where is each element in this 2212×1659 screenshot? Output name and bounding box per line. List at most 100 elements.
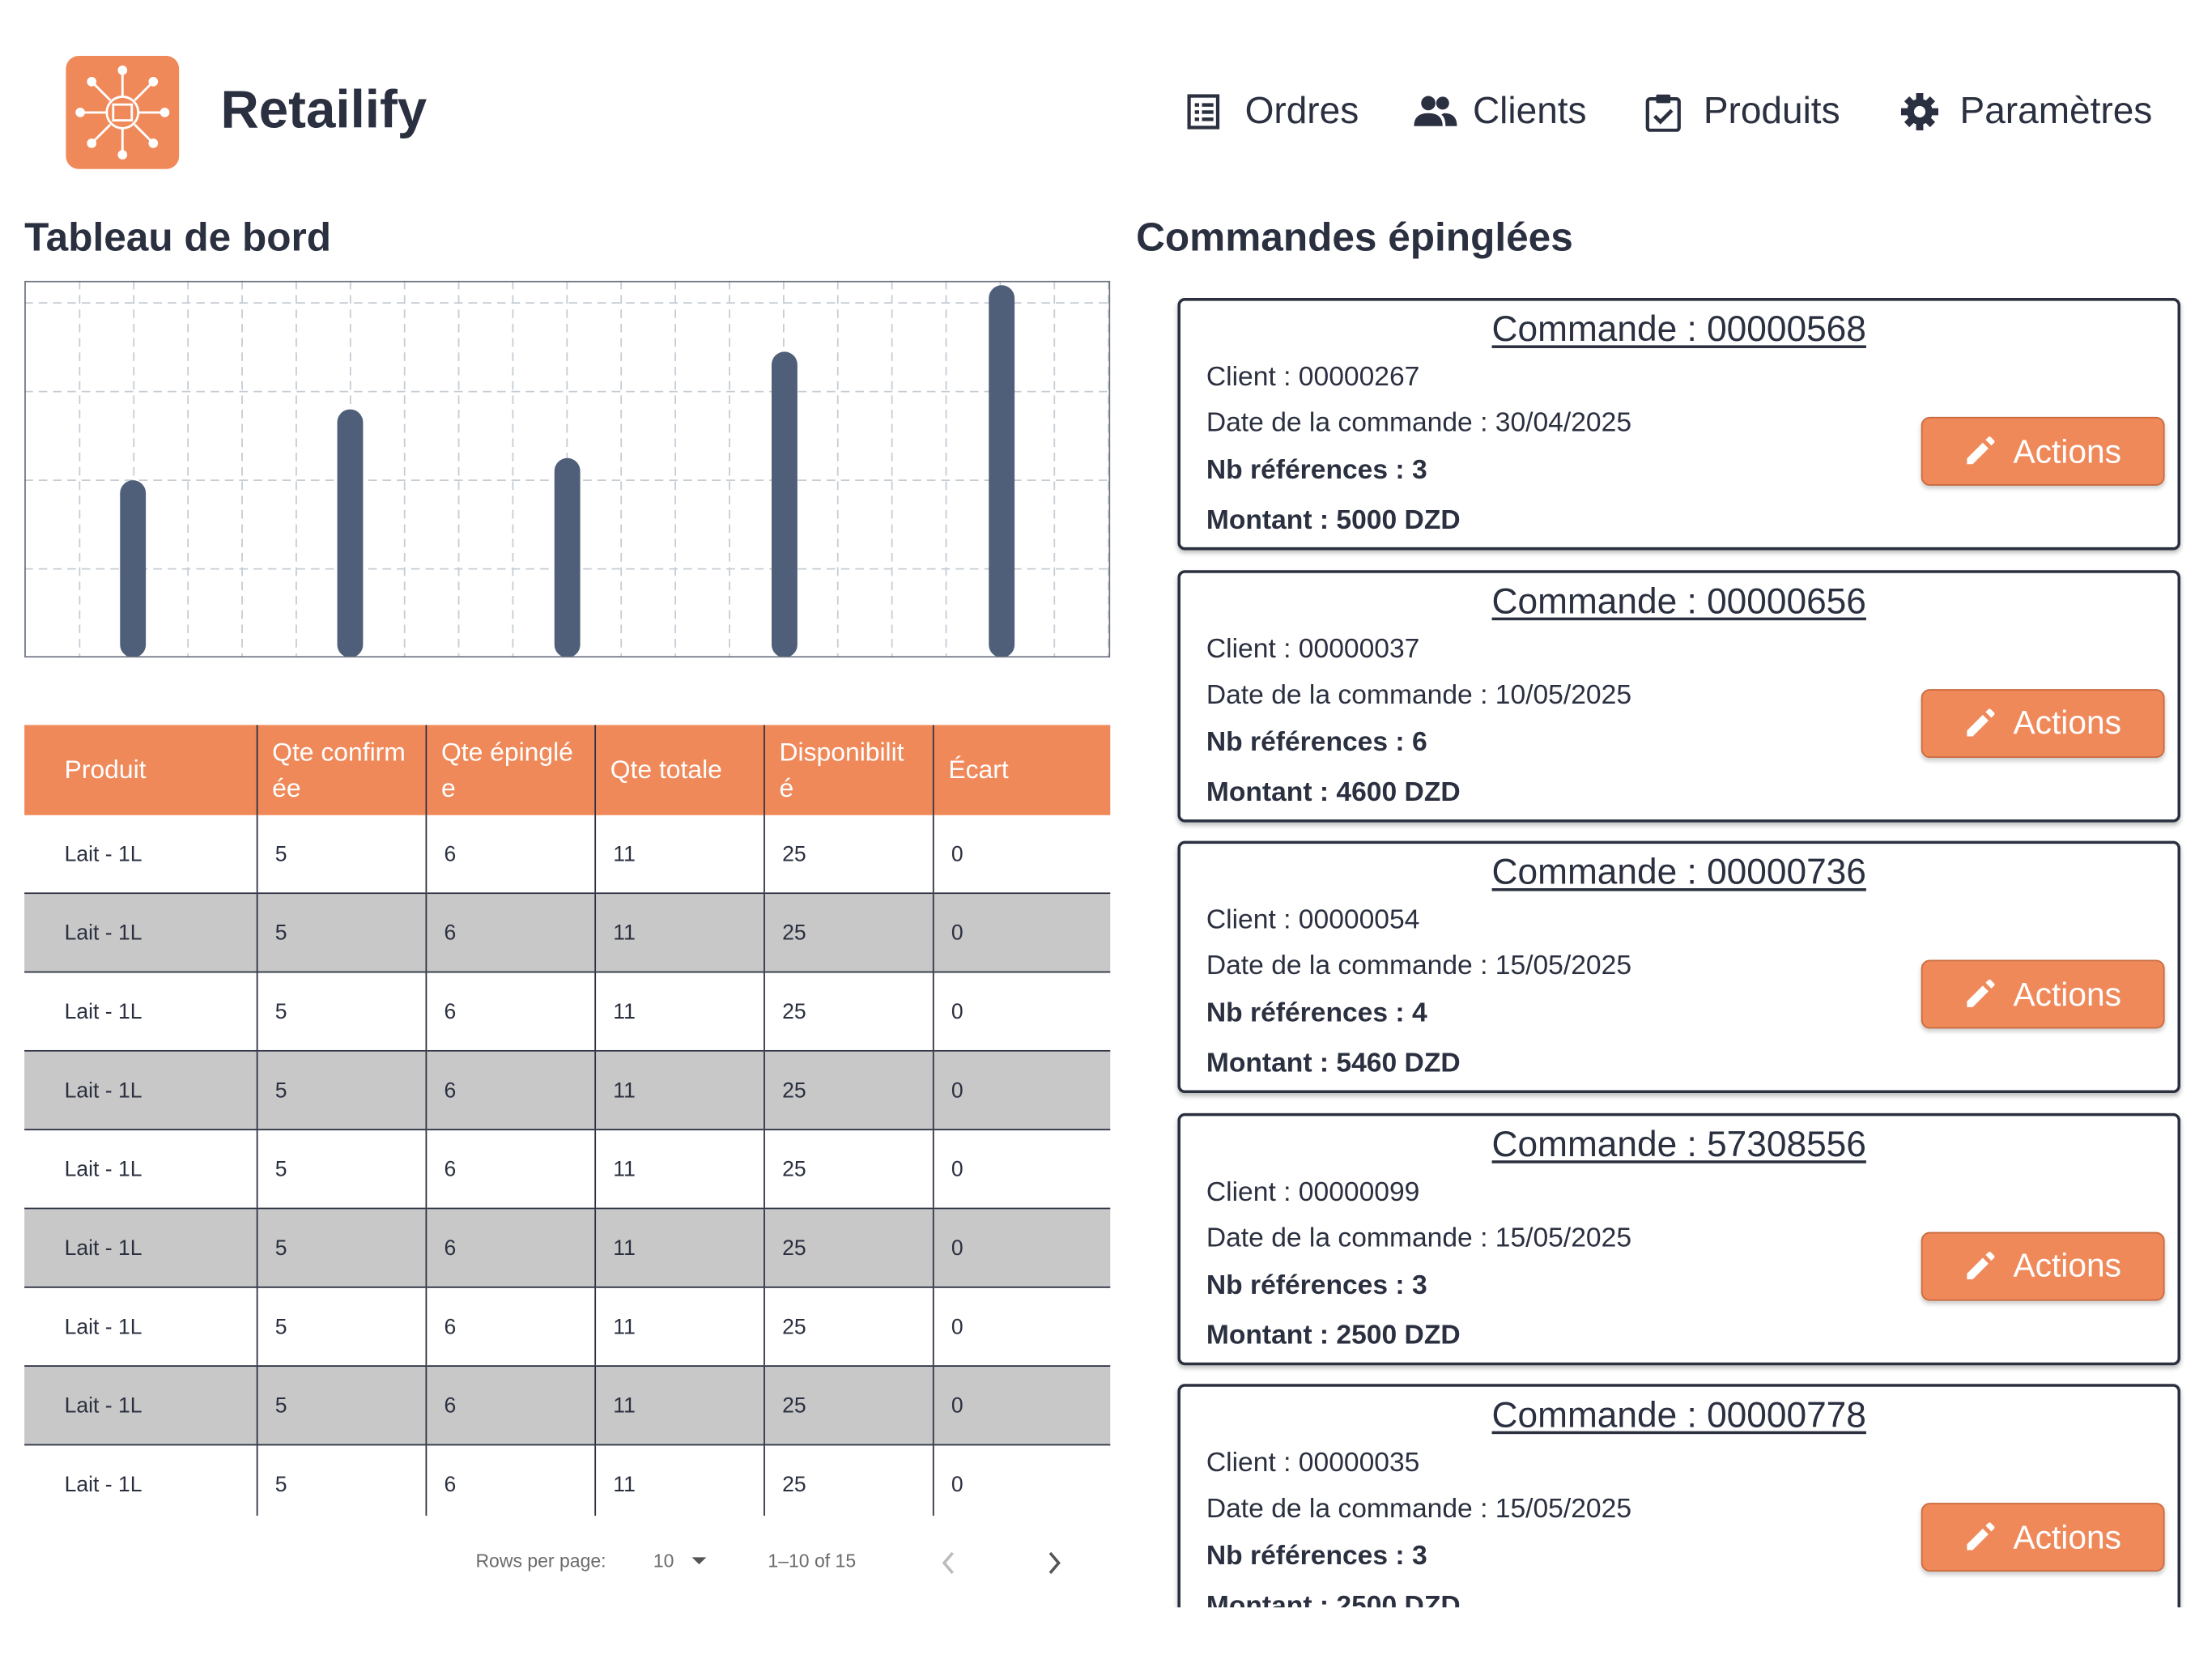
- actions-button[interactable]: Actions: [1921, 959, 2165, 1029]
- bar: [120, 480, 147, 658]
- table-row: Lait - 1L 5 6 11 25 0: [24, 1366, 1111, 1446]
- actions-label: Actions: [2013, 1517, 2121, 1555]
- order-date: Date de la commande : 15/05/2025: [1206, 1223, 1632, 1253]
- nav-label: Paramètres: [1959, 88, 2153, 132]
- nav-item[interactable]: Ordres: [1185, 89, 1359, 134]
- order-date: Date de la commande : 30/04/2025: [1206, 408, 1632, 439]
- bar: [337, 409, 364, 658]
- table-row: Lait - 1L 5 6 11 25 0: [24, 893, 1111, 973]
- section-title: Commandes épinglées: [1136, 215, 1573, 260]
- order-card: Commande : 57308556 Client : 00000099 Date…: [1177, 1112, 2181, 1365]
- table-cell: 5: [256, 815, 427, 895]
- order-amount: Montant : 2500 DZD: [1206, 1591, 1461, 1608]
- actions-button[interactable]: Actions: [1921, 688, 2165, 758]
- order-client: Client : 00000099: [1206, 1176, 1420, 1207]
- table-cell: 6: [425, 972, 596, 1052]
- table-cell: 25: [764, 1366, 934, 1446]
- nav-icon: [1187, 93, 1220, 129]
- table-cell: 11: [594, 1129, 764, 1210]
- table-cell: 25: [764, 1129, 934, 1210]
- order-card: Commande : 00000656 Client : 00000037 Date…: [1177, 569, 2181, 822]
- order-title[interactable]: Commande : 57308556: [1491, 1124, 1866, 1164]
- table-cell: 0: [932, 815, 1111, 895]
- table-cell: 6: [425, 815, 596, 895]
- order-references: Nb références : 3: [1206, 1541, 1427, 1572]
- table-row: Lait - 1L 5 6 11 25 0: [24, 972, 1111, 1052]
- table-cell: 25: [764, 1287, 934, 1368]
- table-cell: 5: [256, 1287, 427, 1368]
- nav-icon: [1414, 95, 1457, 125]
- nav-icon: [1900, 92, 1938, 130]
- pagination-range: 1–10 of 15: [768, 1550, 857, 1572]
- table-container: Produit Qte confirmée Qte épinglée Qte tota…: [24, 725, 1111, 1516]
- table-body: Lait - 1L 5 6 11 25 0 Lait - 1L 5 6 11 25 0 Lait - 1…: [24, 815, 1111, 1516]
- table-cell: 25: [764, 1050, 934, 1131]
- order-title[interactable]: Commande : 00000778: [1491, 1395, 1866, 1436]
- order-client: Client : 00000035: [1206, 1448, 1420, 1479]
- order-amount: Montant : 2500 DZD: [1206, 1320, 1461, 1351]
- logo-icon: [75, 65, 170, 160]
- nav-label: Clients: [1472, 88, 1587, 132]
- nav-label: Produits: [1703, 88, 1840, 132]
- pinned-orders: Commande : 00000568 Client : 00000267 Date…: [1168, 287, 2199, 1608]
- column-header: Écart: [932, 725, 1111, 815]
- table-cell: 6: [425, 1287, 596, 1368]
- table-cell: 25: [764, 1208, 934, 1288]
- table-cell: 6: [425, 1050, 596, 1131]
- table-cell: 0: [932, 1050, 1111, 1131]
- column-header: Disponibilité: [764, 725, 934, 815]
- table-cell: 5: [256, 972, 427, 1052]
- column-header: Qte épinglée: [425, 725, 596, 815]
- table-cell: Lait - 1L: [24, 893, 257, 973]
- order-card: Commande : 00000736 Client : 00000054 Date…: [1177, 840, 2181, 1094]
- rows-per-page-select[interactable]: 10: [653, 1550, 708, 1572]
- table-cell: 25: [764, 1444, 934, 1516]
- previous-page[interactable]: [934, 1547, 963, 1579]
- table-cell: 5: [256, 1366, 427, 1446]
- order-references: Nb références : 6: [1206, 726, 1427, 758]
- order-references: Nb références : 3: [1206, 455, 1427, 486]
- order-title[interactable]: Commande : 00000568: [1491, 309, 1866, 350]
- column-header: Qte totale: [594, 725, 764, 815]
- table-cell: 11: [594, 893, 764, 973]
- edit-icon: [1967, 436, 1995, 465]
- table-cell: 25: [764, 972, 934, 1052]
- table-cell: Lait - 1L: [24, 1287, 257, 1368]
- table-cell: 11: [594, 1444, 764, 1516]
- table-cell: 0: [932, 1287, 1111, 1368]
- bar: [771, 351, 798, 658]
- table-cell: Lait - 1L: [24, 972, 257, 1052]
- logo[interactable]: [66, 56, 180, 169]
- column-header: Produit: [24, 725, 257, 815]
- table-row: Lait - 1L 5 6 11 25 0: [24, 815, 1111, 895]
- table-row: Lait - 1L 5 6 11 25 0: [24, 1287, 1111, 1368]
- order-amount: Montant : 5000 DZD: [1206, 505, 1461, 536]
- order-references: Nb références : 4: [1206, 998, 1427, 1029]
- table-cell: 5: [256, 1444, 427, 1516]
- chart-border: [24, 280, 1111, 658]
- order-title[interactable]: Commande : 00000736: [1491, 852, 1866, 893]
- actions-label: Actions: [2013, 975, 2121, 1013]
- nav-item[interactable]: Produits: [1644, 89, 1840, 134]
- column-header: Qte confirmée: [256, 725, 427, 815]
- actions-label: Actions: [2013, 432, 2121, 470]
- table-cell: 5: [256, 1129, 427, 1210]
- table-cell: 6: [425, 1366, 596, 1446]
- order-title[interactable]: Commande : 00000656: [1491, 581, 1866, 622]
- next-page[interactable]: [1040, 1547, 1069, 1579]
- table-cell: 11: [594, 1208, 764, 1288]
- header-row: Produit Qte confirmée Qte épinglée Qte tota…: [24, 725, 1111, 815]
- actions-button[interactable]: Actions: [1921, 416, 2165, 486]
- actions-button[interactable]: Actions: [1921, 1231, 2165, 1300]
- table-cell: 11: [594, 972, 764, 1052]
- nav-item[interactable]: Clients: [1413, 89, 1587, 134]
- nav-item[interactable]: Paramètres: [1899, 89, 2152, 134]
- bar: [989, 285, 1015, 658]
- table-cell: Lait - 1L: [24, 1050, 257, 1131]
- actions-button[interactable]: Actions: [1921, 1503, 2165, 1572]
- actions-label: Actions: [2013, 1246, 2121, 1284]
- order-date: Date de la commande : 15/05/2025: [1206, 951, 1632, 982]
- edit-icon: [1967, 708, 1995, 736]
- order-card: Commande : 00000568 Client : 00000267 Date…: [1177, 298, 2181, 551]
